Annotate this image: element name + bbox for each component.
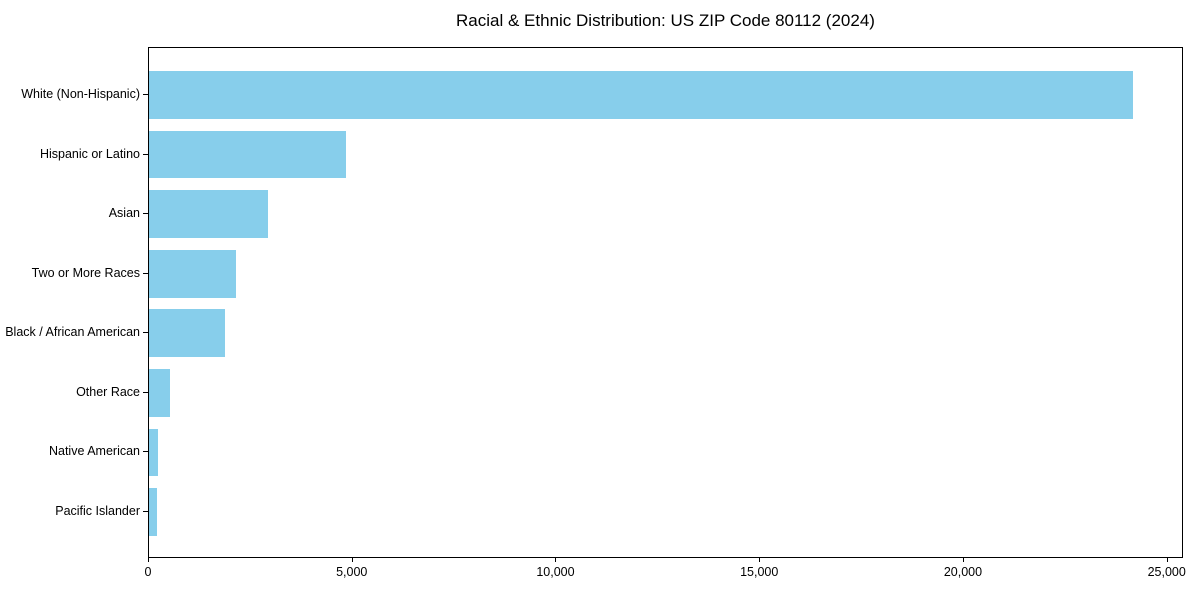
y-axis-label: Black / African American	[5, 325, 140, 340]
bar-black-african-american	[149, 309, 225, 358]
x-tick-mark	[1166, 558, 1168, 562]
x-tick-label: 0	[144, 565, 152, 579]
y-tick-mark	[143, 510, 148, 512]
x-tick-mark	[148, 558, 149, 562]
chart-title: Racial & Ethnic Distribution: US ZIP Cod…	[456, 11, 875, 30]
y-tick-mark	[143, 332, 148, 334]
y-tick-mark	[143, 94, 148, 96]
y-axis-label: White (Non-Hispanic)	[21, 87, 140, 102]
y-tick-mark	[143, 391, 148, 393]
x-tick-label: 20,000	[943, 565, 983, 579]
y-axis-label: Other Race	[76, 384, 140, 399]
bar-asian	[149, 190, 268, 238]
x-tick-label: 10,000	[536, 565, 575, 579]
y-axis-label: Native American	[48, 444, 140, 459]
bar-native-american	[149, 428, 158, 477]
bar-other-race	[149, 369, 170, 417]
plot-area	[148, 47, 1183, 558]
y-axis-label: Pacific Islander	[55, 503, 140, 518]
bar-hispanic-or-latino	[149, 130, 347, 179]
x-tick-label: 25,000	[1147, 565, 1186, 579]
bar-white-non-hispanic	[149, 71, 1134, 119]
y-tick-mark	[143, 153, 148, 155]
x-tick-label: 5,000	[336, 565, 368, 579]
bar-two-or-more-races	[149, 249, 236, 298]
y-axis-label: Hispanic or Latino	[39, 146, 140, 161]
x-tick-mark	[555, 558, 557, 562]
x-tick-mark	[962, 558, 964, 562]
bar-pacific-islander	[149, 488, 157, 536]
y-tick-mark	[143, 272, 148, 274]
y-tick-mark	[143, 213, 148, 215]
x-tick-mark	[351, 558, 353, 562]
y-tick-mark	[143, 451, 148, 453]
x-tick-label: 15,000	[740, 565, 779, 579]
y-axis-label: Two or More Races	[31, 265, 140, 280]
x-tick-mark	[759, 558, 761, 562]
y-axis-label: Asian	[108, 206, 140, 221]
